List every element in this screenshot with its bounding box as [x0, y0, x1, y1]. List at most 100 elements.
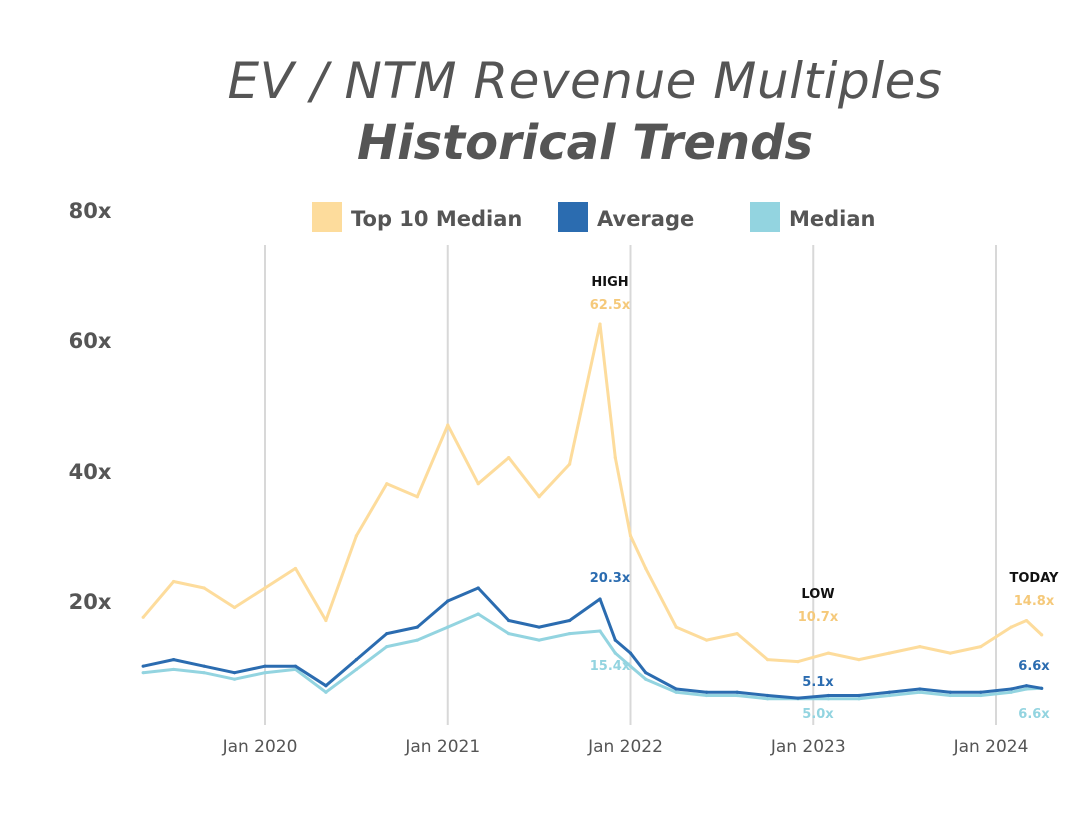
data-point [887, 693, 891, 698]
chart-title-line-2: Historical Trends [356, 115, 814, 171]
data-point [415, 638, 419, 642]
data-point [385, 482, 389, 486]
data-point [765, 693, 770, 698]
annotation-value: 6.6x [1018, 707, 1050, 722]
data-point [263, 671, 267, 675]
data-point [796, 660, 800, 664]
data-point [385, 631, 389, 636]
data-point [1024, 618, 1029, 623]
data-point [948, 690, 952, 694]
data-point [141, 664, 145, 668]
annotation-value: 10.7x [798, 610, 839, 625]
y-tick-label: 20x [69, 590, 112, 614]
data-point [263, 586, 267, 590]
data-point [446, 423, 450, 427]
data-point [948, 693, 952, 698]
data-point [674, 625, 678, 629]
data-point [293, 664, 298, 668]
data-point [918, 687, 922, 691]
data-point [202, 671, 206, 675]
data-point [735, 690, 739, 694]
data-point [857, 658, 861, 662]
data-point [918, 690, 922, 694]
legend-label: Top 10 Median [351, 207, 522, 231]
data-point [765, 697, 770, 701]
data-point [446, 625, 450, 629]
data-point [979, 645, 983, 649]
annotation-low: LOW [801, 587, 834, 602]
data-point [141, 671, 145, 675]
x-tick-label: Jan 2021 [404, 737, 480, 757]
data-point [1009, 625, 1013, 629]
data-point [263, 664, 267, 668]
data-point [232, 605, 237, 610]
data-point [674, 687, 678, 691]
data-point [1024, 687, 1029, 691]
annotation-value: 5.1x [802, 675, 834, 690]
data-point [202, 664, 206, 668]
data-point [857, 697, 861, 701]
data-point [324, 684, 328, 688]
series-line-median [143, 612, 1042, 701]
data-point [796, 696, 800, 700]
data-point [598, 629, 602, 633]
data-point [979, 693, 983, 698]
annotation-value: 14.8x [1014, 594, 1055, 609]
data-point [354, 667, 358, 672]
data-point [476, 586, 480, 590]
data-point [567, 618, 572, 623]
data-point [446, 599, 450, 603]
chart-title-line-1: EV / NTM Revenue Multiples [227, 52, 943, 110]
data-point [537, 495, 541, 499]
y-tick-label: 40x [69, 460, 112, 484]
data-point [598, 322, 602, 326]
series-line-average [142, 586, 1042, 700]
data-point [918, 645, 922, 649]
data-point [1040, 633, 1044, 637]
data-point [385, 645, 389, 649]
data-point [628, 534, 633, 538]
legend-swatch [750, 202, 780, 232]
y-tick-label: 80x [69, 199, 112, 223]
x-tick-label: Jan 2020 [222, 737, 298, 757]
data-point [598, 597, 602, 601]
annotation-value: 5.0x [802, 707, 834, 722]
annotation-value: 62.5x [590, 298, 631, 313]
data-point [232, 671, 237, 675]
data-point [674, 690, 678, 694]
data-point [141, 615, 145, 619]
data-point [1009, 687, 1013, 691]
data-point [172, 667, 176, 672]
data-point [857, 693, 861, 698]
data-point [507, 631, 511, 636]
annotation-value: 6.6x [1018, 659, 1050, 674]
data-point [1040, 686, 1044, 690]
data-point [293, 566, 298, 571]
data-point [644, 677, 648, 681]
data-point [172, 658, 176, 662]
data-point [887, 690, 891, 694]
data-point [567, 462, 572, 466]
data-point [887, 651, 891, 655]
series-line-top-10-median [142, 322, 1043, 664]
data-point [476, 612, 480, 616]
data-point [293, 667, 298, 672]
data-point [537, 625, 541, 629]
data-point [628, 651, 633, 655]
data-point [613, 651, 617, 655]
legend-swatch [558, 202, 588, 232]
data-point [644, 566, 648, 571]
data-point [735, 693, 739, 698]
annotation-value: 20.3x [590, 571, 631, 586]
legend-swatch [312, 202, 342, 232]
data-point [537, 638, 541, 642]
annotation-high: HIGH [591, 275, 628, 290]
x-tick-label: Jan 2022 [587, 737, 663, 757]
data-point [415, 625, 419, 629]
data-point [705, 638, 709, 642]
data-point [507, 456, 511, 460]
data-point [705, 690, 709, 694]
legend-label: Median [789, 207, 876, 231]
data-point [476, 482, 480, 486]
